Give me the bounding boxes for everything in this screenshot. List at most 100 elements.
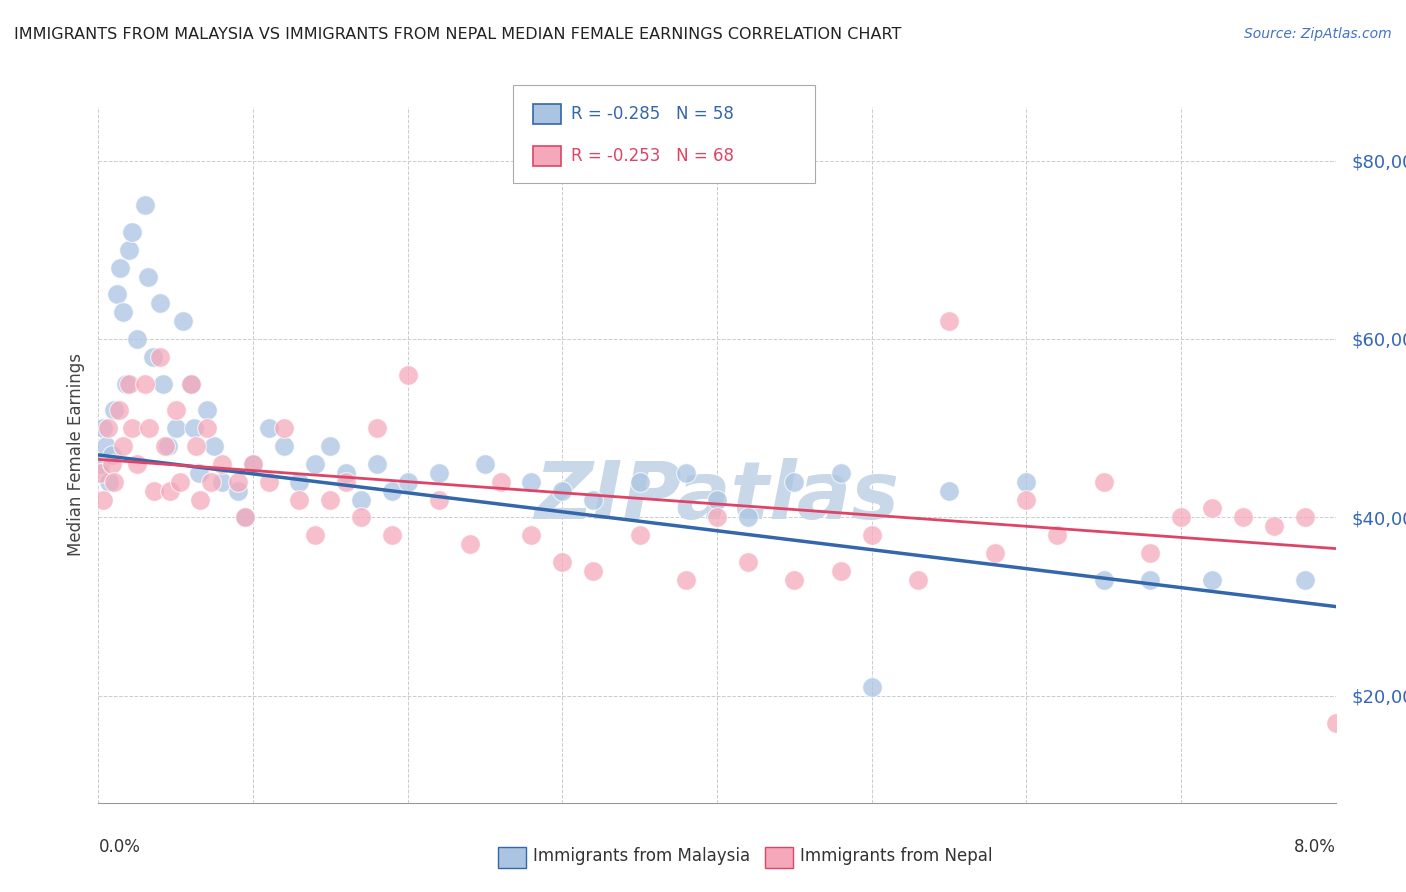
Point [628,475,651,489]
Point [118,376,141,391]
Point [1294,510,1316,524]
Point [200,475,222,489]
Point [1201,501,1223,516]
Point [138,421,160,435]
Point [226,483,249,498]
Point [89,466,111,480]
Point [242,457,264,471]
Point [103,475,125,489]
Point [938,483,960,498]
Point [288,492,311,507]
Point [101,448,124,462]
Point [350,492,373,507]
Point [184,439,207,453]
Point [134,198,156,212]
Point [157,439,180,453]
Point [319,439,342,453]
Point [143,483,166,498]
Point [551,483,574,498]
Point [628,528,651,542]
Point [153,439,176,453]
Point [381,528,404,542]
Point [105,287,128,301]
Point [195,421,218,435]
Point [165,421,187,435]
Point [233,510,257,524]
Point [860,528,883,542]
Point [366,421,388,435]
Point [319,492,342,507]
Point [91,421,114,435]
Point [1015,475,1038,489]
Point [1294,573,1316,587]
Point [520,528,543,542]
Point [112,439,135,453]
Point [1046,528,1069,542]
Text: R = -0.285   N = 58: R = -0.285 N = 58 [571,105,734,123]
Point [396,368,419,382]
Point [860,680,883,694]
Point [350,510,373,524]
Point [288,475,311,489]
Point [226,475,249,489]
Point [211,457,233,471]
Point [1092,573,1115,587]
Point [1201,573,1223,587]
Point [582,492,605,507]
Point [159,483,181,498]
Point [1170,510,1192,524]
Point [1371,519,1393,533]
Point [211,475,233,489]
Point [195,403,218,417]
Point [427,492,450,507]
Point [1139,573,1161,587]
Point [396,475,419,489]
Point [169,475,191,489]
Point [381,483,404,498]
Point [103,403,125,417]
Text: 0.0%: 0.0% [98,838,141,856]
Point [134,376,156,391]
Point [118,243,141,257]
Point [366,457,388,471]
Point [304,457,326,471]
Point [273,439,295,453]
Text: IMMIGRANTS FROM MALAYSIA VS IMMIGRANTS FROM NEPAL MEDIAN FEMALE EARNINGS CORRELA: IMMIGRANTS FROM MALAYSIA VS IMMIGRANTS F… [14,27,901,42]
Point [115,376,138,391]
Point [89,457,111,471]
Point [907,573,929,587]
Point [141,350,165,364]
Point [172,314,194,328]
Point [706,510,728,524]
Point [1371,546,1393,560]
Point [91,492,114,507]
Point [96,439,118,453]
Point [474,457,496,471]
Point [335,475,357,489]
Point [165,403,187,417]
Y-axis label: Median Female Earnings: Median Female Earnings [66,353,84,557]
Point [149,296,172,310]
Point [335,466,357,480]
Point [101,457,124,471]
Point [1139,546,1161,560]
Point [520,475,543,489]
Point [1371,555,1393,569]
Point [242,457,264,471]
Point [489,475,512,489]
Point [257,421,280,435]
Point [127,457,149,471]
Text: Source: ZipAtlas.com: Source: ZipAtlas.com [1244,27,1392,41]
Point [108,260,131,275]
Point [830,564,852,578]
Point [675,466,697,480]
Point [427,466,450,480]
Point [136,269,159,284]
Point [204,439,226,453]
Text: R = -0.253   N = 68: R = -0.253 N = 68 [571,147,734,165]
Text: Immigrants from Malaysia: Immigrants from Malaysia [533,847,749,865]
Point [582,564,605,578]
Point [1232,510,1254,524]
Point [149,350,172,364]
Point [830,466,852,480]
